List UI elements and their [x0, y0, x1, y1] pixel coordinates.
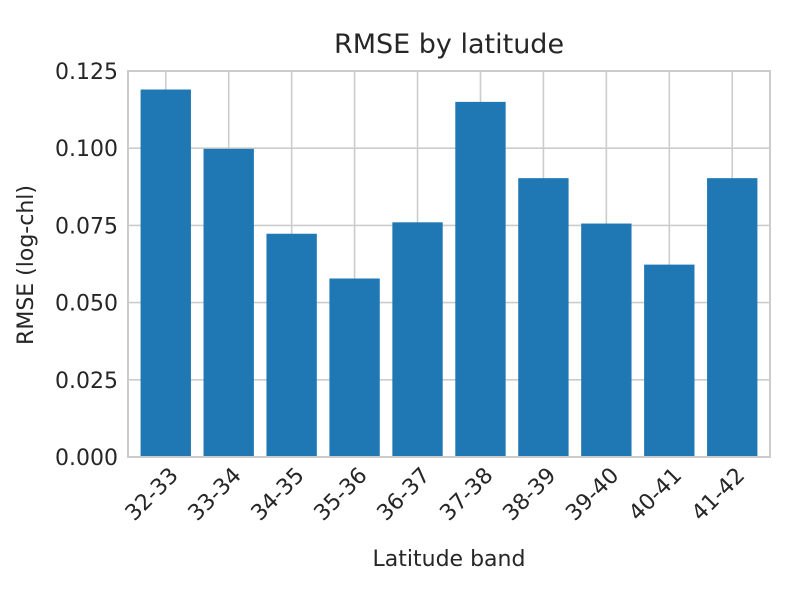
bar-33-34 [203, 148, 254, 457]
bar-32-33 [140, 89, 191, 457]
x-tick-label: 33-34 [184, 463, 247, 526]
y-tick-labels: 0.000 0.025 0.050 0.075 0.100 0.125 [55, 60, 118, 471]
y-axis-label: RMSE (log-chl) [14, 185, 39, 345]
x-axis-label: Latitude band [373, 547, 526, 572]
bar-38-39 [518, 178, 569, 457]
bar-40-41 [644, 264, 695, 457]
x-tick-labels: 32-33 33-34 34-35 35-36 36-37 37-38 38-39 39-40… [121, 463, 750, 526]
y-tick-label: 0.000 [55, 446, 118, 471]
bar-37-38 [455, 101, 506, 457]
x-tick-label: 37-38 [435, 463, 498, 526]
x-tick-label: 40-41 [624, 463, 687, 526]
bar-35-36 [329, 278, 380, 457]
y-tick-label: 0.125 [55, 60, 118, 85]
y-tick-label: 0.075 [55, 214, 118, 239]
y-tick-label: 0.100 [55, 137, 118, 162]
x-tick-label: 34-35 [247, 463, 310, 526]
x-tick-label: 39-40 [561, 463, 624, 526]
y-tick-label: 0.050 [55, 292, 118, 317]
bar-34-35 [266, 233, 317, 457]
x-tick-label: 35-36 [310, 463, 373, 526]
bar-39-40 [581, 223, 632, 457]
bar-41-42 [707, 178, 758, 457]
x-tick-label: 41-42 [687, 463, 750, 526]
plot-frame [127, 70, 771, 458]
y-tick-label: 0.025 [55, 369, 118, 394]
x-tick-label: 38-39 [498, 463, 561, 526]
bars [140, 89, 758, 457]
bar-36-37 [392, 222, 443, 457]
x-tick-label: 36-37 [373, 463, 436, 526]
chart-title: RMSE by latitude [334, 29, 564, 60]
x-tick-label: 32-33 [121, 463, 184, 526]
